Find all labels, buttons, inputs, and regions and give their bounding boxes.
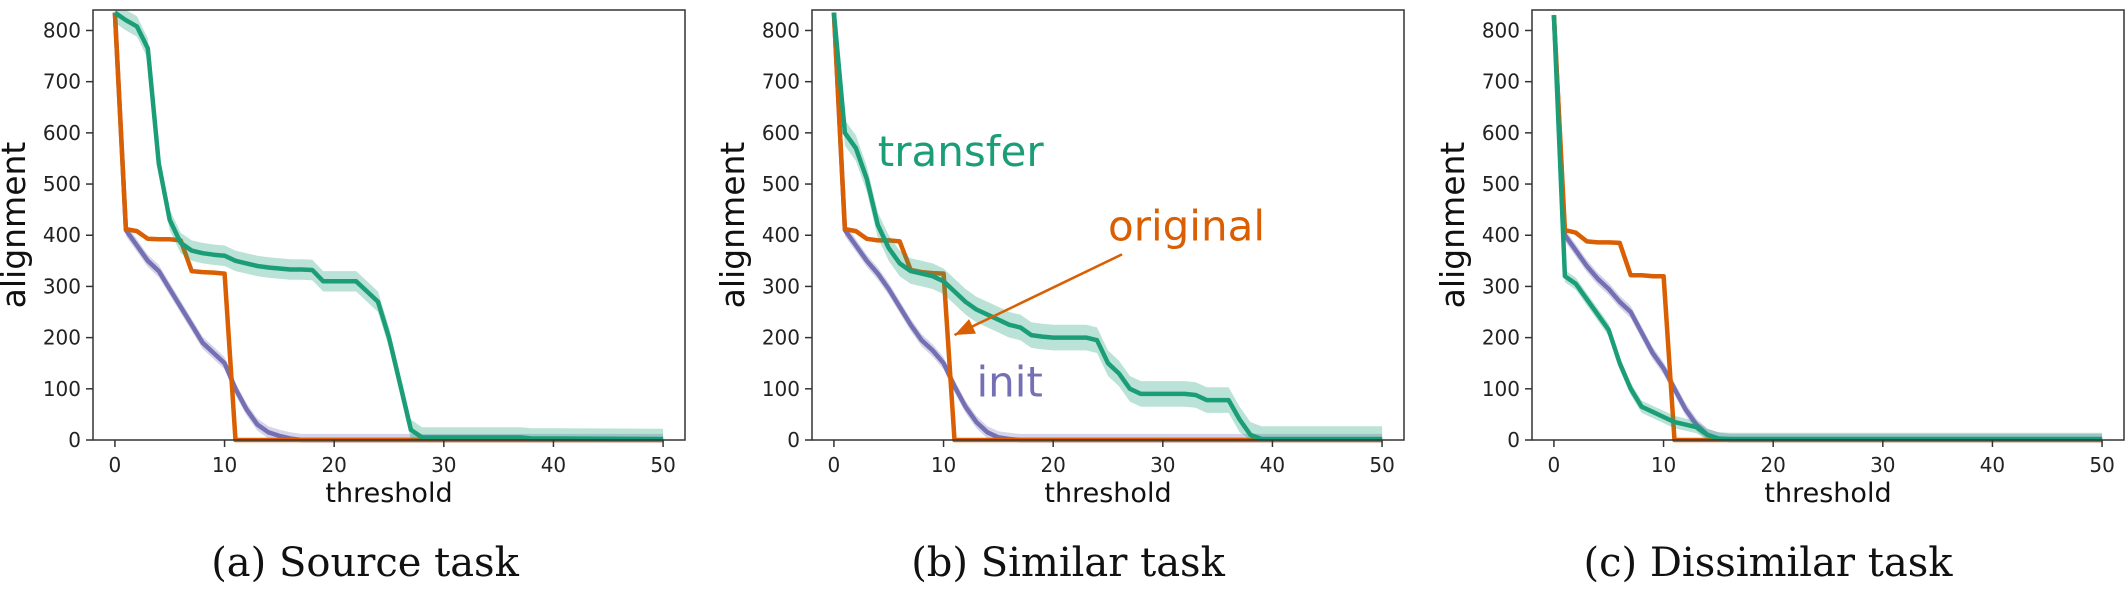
series-line-init: [112, 12, 664, 443]
y-tick-label: 300: [1482, 274, 1520, 298]
x-tick-label: 20: [321, 453, 346, 477]
chart-panel-2: 0 100 200 300 400 500 600 700 800 0 10 20 30 40 50 thre…: [713, 9, 1405, 509]
series-band-init: [1553, 10, 2103, 440]
y-tick-label: 200: [1482, 326, 1520, 350]
x-tick-label: 10: [212, 453, 237, 477]
x-tick-label: 50: [2089, 453, 2114, 477]
x-tick-label: 50: [1369, 453, 1394, 477]
annotation-init: init: [976, 357, 1042, 406]
y-tick-label: 800: [1482, 18, 1520, 42]
chart-panel-3: 0 100 200 300 400 500 600 700 800 0 10 20 30 40 50 thre…: [1433, 9, 2125, 509]
plot-frame: [811, 9, 1405, 441]
y-tick-label: 100: [762, 377, 800, 401]
x-tick-label: 20: [1760, 453, 1785, 477]
series-band-transfer: [114, 10, 664, 440]
y-tick-label: 500: [762, 172, 800, 196]
annotation-arrow-line: [953, 253, 1123, 337]
series-line-transfer: [113, 10, 664, 442]
y-tick-label: 600: [43, 121, 81, 145]
y-tick-label: 700: [762, 70, 800, 94]
y-tick-label: 400: [43, 223, 81, 247]
y-axis-label: alignment: [0, 142, 33, 309]
series-line-original: [1551, 14, 2103, 443]
y-tick-label: 600: [1482, 121, 1520, 145]
x-tick-label: 40: [1980, 453, 2005, 477]
series-band-transfer: [1553, 10, 2103, 440]
y-tick-label: 100: [1482, 377, 1520, 401]
series-band-init: [114, 10, 664, 440]
y-tick-label: 100: [43, 377, 81, 401]
x-tick-label: 0: [109, 453, 122, 477]
y-tick-label: 400: [762, 223, 800, 247]
y-axis-label: alignment: [1433, 142, 1472, 309]
x-tick-label: 50: [650, 453, 675, 477]
x-tick-label: 0: [1548, 453, 1561, 477]
x-axis-label: threshold: [1044, 478, 1171, 509]
x-axis-label: threshold: [325, 478, 452, 509]
x-tick-label: 30: [1870, 453, 1895, 477]
y-tick-label: 200: [762, 326, 800, 350]
series-line-original: [112, 12, 664, 443]
x-tick-label: 40: [541, 453, 566, 477]
series-line-transfer: [831, 12, 1383, 442]
y-tick-label: 800: [43, 18, 81, 42]
annotation-original: original: [1108, 201, 1265, 250]
chart-panel-1: 0 100 200 300 400 500 600 700 800 0 10 20 30 40 50 thre…: [0, 9, 686, 509]
plot-frame: [92, 9, 686, 441]
x-tick-label: 30: [431, 453, 456, 477]
plot-frame: [1531, 9, 2125, 441]
x-tick-label: 20: [1040, 453, 1065, 477]
y-tick-label: 500: [1482, 172, 1520, 196]
x-axis-label: threshold: [1764, 478, 1891, 509]
series-band-transfer: [833, 10, 1383, 440]
y-tick-label: 400: [1482, 223, 1520, 247]
y-tick-label: 800: [762, 18, 800, 42]
y-tick-label: 0: [68, 428, 81, 452]
y-tick-label: 700: [43, 70, 81, 94]
y-tick-label: 600: [762, 121, 800, 145]
y-tick-label: 300: [762, 274, 800, 298]
y-tick-label: 0: [1507, 428, 1520, 452]
y-tick-label: 0: [787, 428, 800, 452]
y-tick-label: 500: [43, 172, 81, 196]
y-tick-label: 300: [43, 274, 81, 298]
caption-b: (b) Similar task: [911, 540, 1225, 586]
annotation-arrow-head: [954, 319, 977, 336]
series-line-transfer: [1551, 15, 2103, 442]
x-tick-label: 40: [1260, 453, 1285, 477]
x-tick-label: 10: [1651, 453, 1676, 477]
y-tick-label: 200: [43, 326, 81, 350]
y-axis-label: alignment: [713, 142, 752, 309]
caption-a: (a) Source task: [211, 540, 519, 586]
x-tick-label: 30: [1150, 453, 1175, 477]
x-tick-label: 10: [931, 453, 956, 477]
y-tick-label: 700: [1482, 70, 1520, 94]
caption-c: (c) Dissimilar task: [1583, 540, 1953, 586]
series-line-init: [1551, 14, 2103, 443]
annotation-transfer: transfer: [878, 127, 1045, 176]
x-tick-label: 0: [828, 453, 841, 477]
